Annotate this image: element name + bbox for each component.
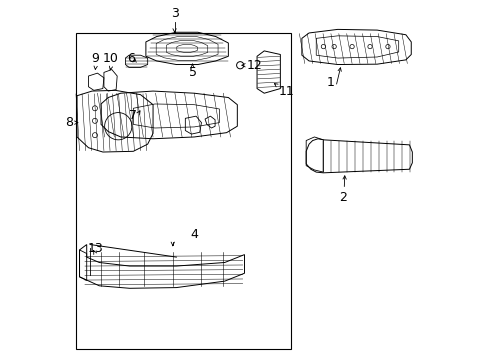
Text: 12: 12 <box>246 59 262 72</box>
Text: 6: 6 <box>127 52 135 65</box>
Text: 9: 9 <box>92 52 100 65</box>
Text: 1: 1 <box>326 76 334 89</box>
Text: 5: 5 <box>188 66 196 79</box>
Text: 10: 10 <box>103 52 119 65</box>
Text: 8: 8 <box>65 116 73 129</box>
Text: 4: 4 <box>190 228 198 241</box>
Bar <box>76 33 290 348</box>
Text: 13: 13 <box>88 242 103 255</box>
Text: 7: 7 <box>129 109 137 122</box>
Text: 11: 11 <box>278 85 293 98</box>
Text: 3: 3 <box>170 8 178 21</box>
Text: 2: 2 <box>339 192 346 204</box>
